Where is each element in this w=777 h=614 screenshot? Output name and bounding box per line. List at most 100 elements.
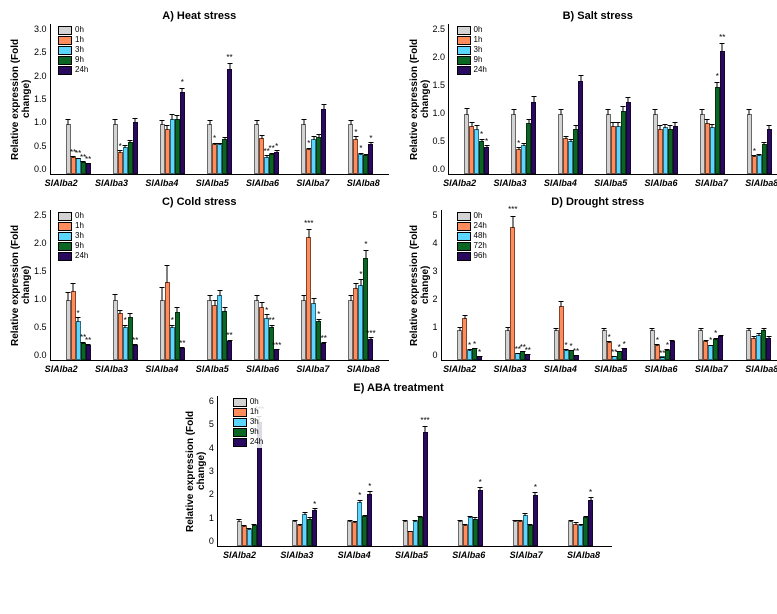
legend-item: 48h [457, 231, 487, 241]
error-bar [125, 325, 126, 328]
error-bar [655, 109, 656, 115]
y-axis: 2.52.01.51.00.50.0 [34, 210, 50, 360]
significance-marker: * [716, 74, 719, 80]
x-tick-label: SlAlba5 [196, 364, 229, 374]
error-bar [182, 88, 183, 93]
error-bar [565, 136, 566, 139]
bar: * [180, 92, 185, 175]
legend-label: 48h [474, 231, 487, 241]
error-bar [561, 301, 562, 307]
legend-swatch [457, 56, 471, 65]
error-bar [224, 307, 225, 312]
significance-marker: * [119, 144, 122, 150]
significance-marker: ** [573, 349, 579, 355]
y-tick: 2.0 [433, 52, 446, 62]
legend-label: 0h [474, 25, 483, 35]
y-tick: 4 [433, 238, 438, 248]
error-bar [720, 335, 721, 337]
error-bar [460, 520, 461, 522]
error-bar [763, 328, 764, 331]
x-axis: SlAlba2SlAlba3SlAlba4SlAlba5SlAlba6SlAlb… [409, 178, 777, 188]
significance-marker: * [517, 141, 520, 147]
error-bar [464, 315, 465, 319]
x-axis: SlAlba2SlAlba3SlAlba4SlAlba5SlAlba6SlAlb… [10, 364, 389, 374]
bar: * [622, 348, 627, 360]
error-bar [575, 522, 576, 524]
x-tick-label: SlAlba7 [695, 178, 728, 188]
error-bar [313, 298, 314, 304]
error-bar [365, 250, 366, 259]
legend-item: 24h [457, 221, 487, 231]
error-bar [530, 524, 531, 526]
error-bar [748, 328, 749, 331]
error-bar [712, 124, 713, 129]
error-bar [652, 328, 653, 331]
y-tick: 1.0 [433, 108, 446, 118]
error-bar [266, 314, 267, 319]
x-tick-label: SlAlba7 [296, 178, 329, 188]
y-tick: 1.5 [34, 94, 47, 104]
bar: * [478, 490, 483, 546]
bar: * [477, 356, 482, 361]
bar: * [533, 495, 538, 546]
bar: ** [574, 355, 579, 360]
error-bar [535, 492, 536, 496]
legend-label: 24h [75, 251, 88, 261]
bar-group: * [568, 396, 593, 546]
bar: ** [86, 163, 91, 174]
bar: * [368, 144, 373, 174]
legend-swatch [58, 232, 72, 241]
legend-item: 1h [457, 35, 487, 45]
y-tick: 0.0 [34, 350, 47, 360]
error-bar [209, 295, 210, 301]
error-bar [590, 497, 591, 501]
error-bar [702, 109, 703, 115]
y-tick: 2.5 [433, 24, 446, 34]
y-axis-label: Relative expression (Fold change) [185, 396, 207, 546]
error-bar [580, 75, 581, 82]
error-bar [167, 125, 168, 130]
significance-marker: * [468, 343, 471, 349]
error-bar [365, 154, 366, 156]
error-bar [459, 327, 460, 331]
bar: * [588, 500, 593, 546]
legend-label: 0h [75, 25, 84, 35]
y-tick: 1 [433, 322, 438, 332]
error-bar [162, 120, 163, 125]
error-bar [78, 317, 79, 322]
x-tick-label: SlAlba6 [645, 364, 678, 374]
significance-marker: *** [366, 331, 375, 337]
significance-marker: * [480, 132, 483, 138]
bar: ** [86, 345, 91, 360]
y-tick: 2.5 [34, 210, 47, 220]
error-bar [224, 137, 225, 140]
legend-label: 0h [474, 211, 483, 221]
error-bar [758, 333, 759, 335]
significance-marker: ** [719, 35, 725, 41]
error-bar [480, 487, 481, 491]
legend-label: 3h [75, 231, 84, 241]
error-bar [769, 125, 770, 130]
legend-swatch [233, 438, 247, 447]
legend-label: 1h [250, 407, 259, 417]
bar-group [606, 24, 631, 174]
legend-swatch [457, 66, 471, 75]
significance-marker: * [364, 242, 367, 248]
legend-label: 0h [75, 211, 84, 221]
error-bar [167, 265, 168, 283]
y-axis: 6543210 [209, 396, 217, 546]
error-bar [425, 426, 426, 433]
bar-group [746, 210, 771, 360]
x-tick-label: SlAlba7 [296, 364, 329, 374]
x-tick-label: SlAlba6 [246, 364, 279, 374]
bar [626, 102, 631, 174]
y-axis: 543210 [433, 210, 441, 360]
y-tick: 1.0 [34, 294, 47, 304]
bar-groups: ******* [449, 24, 777, 174]
significance-marker: * [77, 311, 80, 317]
error-bar [304, 512, 305, 515]
significance-marker: * [265, 308, 268, 314]
x-tick-label: SlAlba2 [443, 364, 476, 374]
bar [766, 338, 771, 361]
significance-marker: ** [85, 157, 91, 163]
